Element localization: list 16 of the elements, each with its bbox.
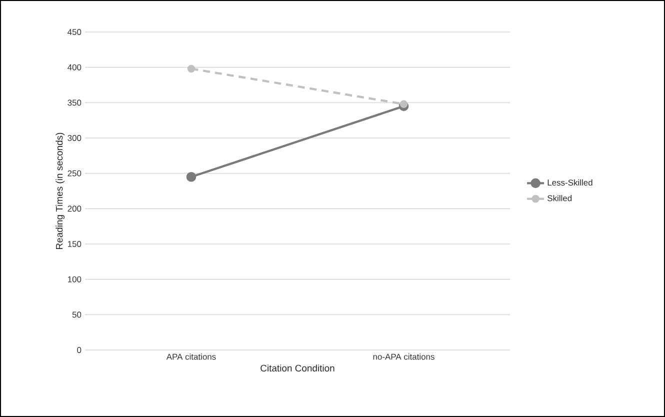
y-axis-title: Reading Times (in seconds) (56, 132, 65, 249)
y-tick-label: 0 (77, 347, 82, 353)
legend-label: Less-Skilled (548, 179, 592, 186)
x-tick-label: APA citations (166, 354, 216, 360)
x-axis-title: Citation Condition (260, 364, 334, 372)
y-tick-label: 300 (68, 135, 82, 141)
y-tick-label: 150 (68, 241, 82, 247)
y-tick-label: 450 (68, 29, 82, 35)
x-tick-label: no-APA citations (373, 354, 434, 360)
y-tick-label: 200 (68, 206, 82, 212)
y-tick-label: 400 (68, 64, 82, 70)
y-tick-label: 250 (68, 170, 82, 176)
y-tick-label: 50 (72, 312, 82, 318)
y-tick-label: 100 (68, 276, 82, 282)
legend-label: Skilled (548, 194, 572, 202)
y-tick-label: 350 (68, 100, 82, 106)
